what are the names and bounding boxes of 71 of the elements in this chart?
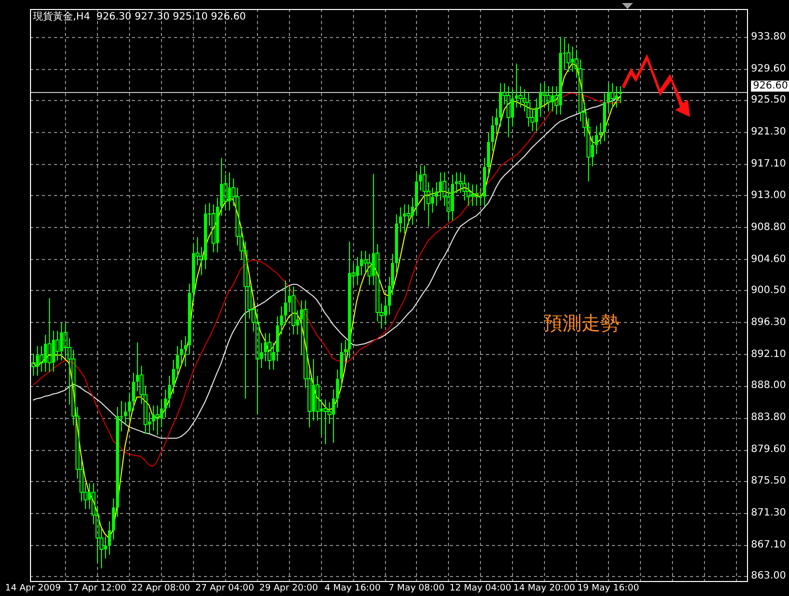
candlestick	[168, 375, 171, 408]
candlestick	[491, 116, 494, 152]
y-tick-label: 875.50	[751, 475, 786, 486]
candlestick	[108, 520, 111, 556]
y-tick-label: 888.00	[751, 380, 786, 392]
candlestick	[276, 316, 279, 362]
candlestick	[474, 184, 478, 206]
y-tick-label: 892.10	[751, 349, 786, 360]
x-tick-label: 29 Apr 20:00	[259, 584, 318, 594]
candlestick	[344, 339, 347, 362]
candlestick	[176, 346, 179, 379]
x-tick-label: 14 May 20:00	[513, 584, 576, 594]
candlestick	[284, 280, 287, 326]
candlestick	[506, 86, 510, 138]
candlestick	[112, 498, 115, 540]
candlestick	[415, 172, 418, 216]
candlestick	[292, 286, 296, 336]
x-tick-label: 4 May 16:00	[324, 584, 381, 594]
y-tick-label: 908.80	[751, 222, 786, 233]
ref-line-label: 926.60	[753, 80, 788, 92]
candlestick	[180, 339, 183, 365]
candlestick	[324, 398, 328, 445]
x-tick-label: 12 May 04:00	[450, 584, 512, 594]
candlestick	[546, 86, 550, 112]
candlestick	[610, 82, 614, 108]
candlestick	[603, 92, 606, 142]
x-tick-label: 7 May 08:00	[388, 584, 445, 594]
y-tick-label: 925.50	[751, 94, 786, 106]
y-tick-label: 933.80	[751, 31, 786, 42]
candlestick	[164, 388, 167, 418]
y-tick-label: 904.60	[751, 254, 786, 265]
candlestick	[495, 108, 498, 135]
y-tick-label: 913.00	[751, 190, 786, 201]
y-tick-label: 863.00	[751, 570, 786, 582]
candlestick	[188, 283, 191, 355]
x-tick-label: 27 Apr 04:00	[195, 584, 254, 594]
candlestick	[526, 92, 530, 128]
candlestick	[336, 369, 339, 408]
candlestick	[340, 342, 343, 388]
candlestick	[280, 306, 283, 336]
y-tick-label: 871.30	[751, 507, 786, 518]
candlestick	[116, 406, 119, 518]
y-tick-label: 879.60	[751, 444, 786, 456]
candlestick	[619, 86, 622, 104]
y-tick-label: 900.50	[751, 285, 786, 296]
candlestick	[268, 332, 272, 370]
y-tick-label: 921.30	[751, 126, 786, 138]
candlestick	[172, 359, 175, 395]
candlestick	[184, 336, 187, 368]
candlestick	[483, 157, 486, 206]
candlestick	[124, 402, 127, 426]
candlestick	[487, 132, 490, 177]
chart-title: 現貨黃金,H4 926.30 927.30 925.10 926.60	[33, 10, 246, 23]
candlestick	[399, 206, 402, 234]
x-tick-label: 17 Apr 12:00	[68, 584, 127, 594]
candlestick	[132, 372, 135, 412]
y-tick-label: 917.10	[751, 158, 786, 170]
annotation: 預測走勢	[543, 312, 620, 335]
candlestick	[435, 182, 438, 206]
y-tick-label: 867.10	[751, 539, 786, 550]
candlestick	[595, 125, 598, 155]
candlestick	[128, 392, 131, 422]
candlestick	[599, 122, 602, 145]
y-tick-label: 929.60	[751, 63, 786, 74]
x-tick-label: 19 May 16:00	[577, 584, 640, 594]
candlestick	[395, 214, 398, 273]
y-tick-label: 896.30	[751, 317, 786, 328]
y-tick-label: 883.80	[751, 412, 786, 424]
candlestick	[48, 298, 52, 372]
x-tick-label: 22 Apr 08:00	[131, 584, 190, 594]
x-tick-label: 14 Apr 2009	[5, 584, 62, 594]
